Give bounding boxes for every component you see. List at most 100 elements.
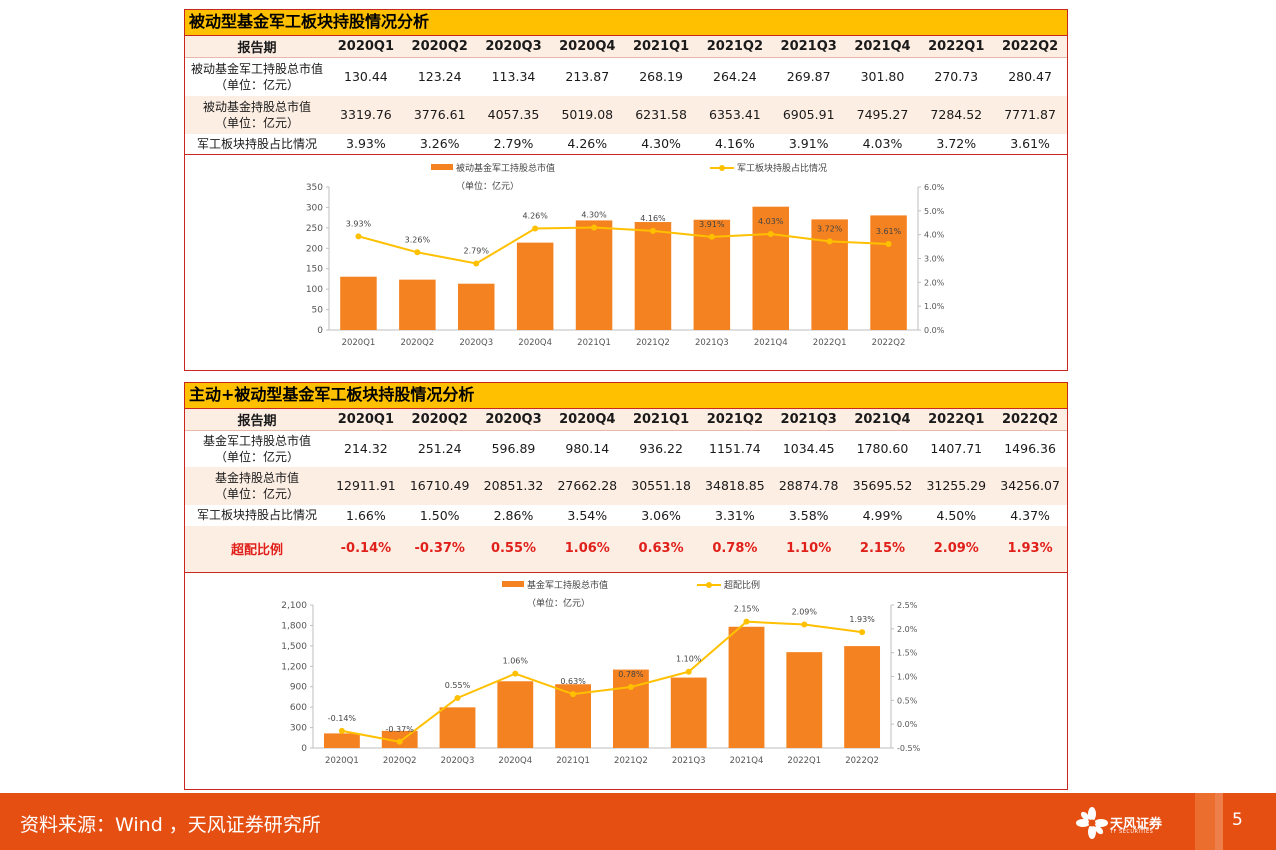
section1-title: 被动型基金军工板块持股情况分析 <box>185 10 1067 36</box>
x-tick-label: 2020Q3 <box>459 338 493 348</box>
y2-tick-label: 0.5% <box>897 696 918 705</box>
company-logo: 天风证券 TF SECURITIES <box>1076 806 1176 840</box>
bar <box>728 626 765 748</box>
x-tick-label: 2021Q2 <box>614 756 648 766</box>
period-header: 2021Q4 <box>845 36 920 58</box>
table-cell: 213.87 <box>565 69 610 85</box>
bar <box>670 677 707 748</box>
table-cell: 5019.08 <box>550 95 625 134</box>
table-cell: 1.66% <box>346 507 386 523</box>
table-cell: 980.14 <box>565 441 610 457</box>
source-note: 资料来源：Wind ，天风证券研究所 <box>20 814 321 836</box>
table-cell: 113.34 <box>491 69 536 85</box>
x-tick-label: 2020Q4 <box>498 756 532 766</box>
line-point <box>767 230 774 237</box>
section1-table-wrap: 报告期 2020Q1 2020Q2 2020Q3 2020Q4 2021Q1 2… <box>185 36 1067 155</box>
panel-passive-funds: 被动型基金军工板块持股情况分析 报告期 2020Q1 2020Q2 2020Q3… <box>184 9 1068 371</box>
line-point <box>685 668 692 675</box>
data-label: 3.61% <box>876 226 902 235</box>
bar <box>399 279 436 330</box>
table-cell: 3.26% <box>419 136 460 151</box>
line-point <box>473 260 480 267</box>
table-row: 被动基金军工持股总市值 （单位：亿元） 130.44 123.24 113.34 … <box>185 58 1067 96</box>
table-cell: 3.91% <box>788 136 829 151</box>
table-cell: 7284.52 <box>919 95 994 134</box>
table-cell: 3.72% <box>936 136 977 151</box>
period-header: 2020Q3 <box>476 409 551 431</box>
logo-subtext: TF SECURITIES <box>1110 829 1154 835</box>
period-header: 2021Q3 <box>771 409 846 431</box>
y-tick-label: 100 <box>306 285 323 295</box>
table-header-row: 报告期 2020Q1 2020Q2 2020Q3 2020Q4 2021Q1 2… <box>185 409 1067 431</box>
y-tick-label: 200 <box>306 244 323 254</box>
table-cell: 270.73 <box>934 69 979 85</box>
table-cell: 4.99% <box>862 507 903 523</box>
data-label: 2.09% <box>792 607 818 616</box>
x-tick-label: 2021Q3 <box>695 338 729 348</box>
table-cell: 280.47 <box>1008 69 1052 85</box>
y2-tick-label: -0.5% <box>897 744 921 753</box>
table-cell: -0.14% <box>329 525 403 572</box>
data-label: -0.37% <box>386 724 415 733</box>
y-tick-label: 350 <box>306 183 323 193</box>
data-label: 0.63% <box>560 677 586 686</box>
line-point <box>826 237 833 244</box>
x-tick-label: 2022Q1 <box>813 338 847 348</box>
x-tick-label: 2021Q1 <box>577 338 611 348</box>
data-label: -0.14% <box>328 713 357 722</box>
data-label: 0.78% <box>618 669 644 678</box>
table-cell: 269.87 <box>786 69 831 85</box>
y-tick-label: 900 <box>290 682 307 692</box>
legend-bar-label: 基金军工持股总市值 <box>527 579 608 591</box>
x-tick-label: 2020Q2 <box>383 756 417 766</box>
footer-bar: 资料来源：Wind ，天风证券研究所 5 <box>0 793 1276 850</box>
data-label: 4.26% <box>522 211 548 220</box>
period-header: 2020Q4 <box>550 409 625 431</box>
line-point <box>512 670 519 677</box>
table-cell: 7495.27 <box>845 95 920 134</box>
table-cell: 0.55% <box>476 525 551 572</box>
period-header: 2021Q2 <box>697 409 772 431</box>
legend-line-marker <box>719 164 725 171</box>
section2-table: 报告期 2020Q1 2020Q2 2020Q3 2020Q4 2021Q1 2… <box>185 409 1067 572</box>
legend-line-label: 军工板块持股占比情况 <box>737 162 827 174</box>
data-label: 0.55% <box>445 680 471 689</box>
series-line <box>341 620 863 743</box>
data-label: 4.03% <box>758 216 784 225</box>
table-row: 被动基金持股总市值 （单位：亿元） 3319.76 3776.61 4057.35… <box>185 95 1067 134</box>
table-cell: 3.31% <box>715 507 755 523</box>
table-cell: 0.78% <box>697 525 772 572</box>
row-label: 军工板块持股占比情况 <box>196 508 317 522</box>
table-cell: 4.30% <box>641 136 681 151</box>
section1-table: 报告期 2020Q1 2020Q2 2020Q3 2020Q4 2021Q1 2… <box>185 36 1067 154</box>
page-number: 5 <box>1232 810 1243 830</box>
footer-decor <box>1215 793 1223 850</box>
table-cell: 34256.07 <box>993 466 1067 505</box>
legend-bar-label: 被动基金军工持股总市值 <box>456 162 555 174</box>
row-label: 军工板块持股占比情况 <box>196 136 317 151</box>
bar <box>811 218 848 330</box>
x-tick-label: 2021Q3 <box>672 756 706 766</box>
x-tick-label: 2020Q1 <box>325 756 359 766</box>
line-point <box>859 628 866 635</box>
table-cell: 251.24 <box>417 441 462 457</box>
line-point <box>743 618 750 625</box>
table-cell: 3319.76 <box>329 95 403 134</box>
x-tick-label: 2020Q2 <box>400 338 434 348</box>
table-row: 军工板块持股占比情况 3.93% 3.26% 2.79% 4.26% 4.30%… <box>185 134 1067 154</box>
y2-tick-label: 2.0% <box>924 278 945 287</box>
table-cell: 214.32 <box>344 441 388 457</box>
y2-tick-label: 1.0% <box>924 302 945 311</box>
table-row-overweight: 超配比例 -0.14% -0.37% 0.55% 1.06% 0.63% 0.7… <box>185 525 1067 572</box>
table-cell: 0.63% <box>624 525 698 572</box>
line-point <box>885 240 892 247</box>
table-cell: 3.06% <box>641 507 681 523</box>
x-tick-label: 2020Q1 <box>342 338 376 348</box>
data-label: 2.79% <box>464 246 490 255</box>
x-tick-label: 2021Q1 <box>556 756 590 766</box>
table-cell: 6353.41 <box>697 95 772 134</box>
y-tick-label: 0 <box>317 326 323 336</box>
table-cell: 596.89 <box>491 441 536 457</box>
period-header: 2022Q2 <box>993 409 1067 431</box>
series-line <box>358 226 889 265</box>
